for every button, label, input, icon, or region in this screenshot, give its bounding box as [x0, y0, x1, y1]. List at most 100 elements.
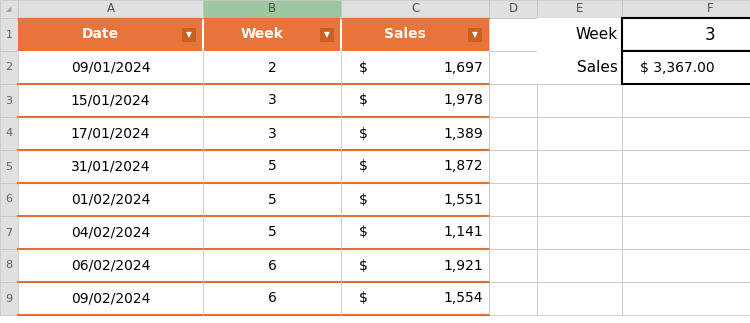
- Bar: [489, 51, 537, 84]
- Bar: [537, 84, 622, 117]
- Bar: [0, 249, 18, 282]
- Bar: [622, 0, 750, 18]
- Text: 1,389: 1,389: [443, 127, 483, 141]
- Bar: [341, 18, 489, 51]
- Text: F: F: [706, 3, 713, 16]
- Bar: [537, 249, 622, 282]
- Text: 3: 3: [5, 96, 13, 106]
- Text: 5: 5: [268, 193, 276, 206]
- Bar: [489, 216, 537, 249]
- Text: Sales: Sales: [384, 27, 426, 41]
- Text: 15/01/2024: 15/01/2024: [70, 93, 150, 108]
- Bar: [489, 282, 537, 315]
- Bar: [0, 51, 18, 84]
- Text: ◢: ◢: [6, 6, 12, 12]
- Text: C: C: [411, 3, 419, 16]
- Text: 2: 2: [268, 60, 276, 75]
- Text: 09/02/2024: 09/02/2024: [70, 291, 150, 306]
- Bar: [622, 117, 750, 150]
- Bar: [18, 282, 203, 315]
- Bar: [0, 117, 18, 150]
- Text: 7: 7: [5, 227, 13, 237]
- Text: 5: 5: [5, 162, 13, 172]
- Bar: [468, 27, 482, 41]
- Text: ▼: ▼: [324, 30, 330, 39]
- Text: 8: 8: [5, 261, 13, 270]
- Text: 1,921: 1,921: [443, 258, 483, 273]
- Bar: [18, 18, 203, 51]
- Bar: [622, 183, 750, 216]
- Bar: [203, 117, 341, 150]
- Text: B: B: [268, 3, 276, 16]
- Text: 01/02/2024: 01/02/2024: [70, 193, 150, 206]
- Bar: [341, 0, 489, 18]
- Bar: [622, 84, 750, 117]
- Bar: [203, 249, 341, 282]
- Text: 2: 2: [5, 62, 13, 72]
- Bar: [0, 0, 18, 18]
- Bar: [18, 150, 203, 183]
- Text: $: $: [358, 258, 368, 273]
- Text: $: $: [358, 93, 368, 108]
- Text: 6: 6: [5, 194, 13, 204]
- Bar: [341, 150, 489, 183]
- Bar: [0, 18, 18, 51]
- Text: 3: 3: [268, 127, 276, 141]
- Bar: [537, 216, 622, 249]
- Bar: [622, 18, 750, 51]
- Bar: [622, 18, 750, 51]
- Bar: [0, 216, 18, 249]
- Bar: [203, 183, 341, 216]
- Bar: [0, 84, 18, 117]
- Bar: [18, 0, 203, 18]
- Text: 5: 5: [268, 160, 276, 173]
- Text: 1,872: 1,872: [443, 160, 483, 173]
- Bar: [203, 282, 341, 315]
- Bar: [18, 183, 203, 216]
- Text: 1,554: 1,554: [443, 291, 483, 306]
- Bar: [0, 183, 18, 216]
- Bar: [18, 51, 203, 84]
- Bar: [537, 183, 622, 216]
- Bar: [341, 117, 489, 150]
- Text: 04/02/2024: 04/02/2024: [70, 225, 150, 239]
- Text: D: D: [509, 3, 518, 16]
- Bar: [203, 51, 341, 84]
- Bar: [537, 18, 622, 51]
- Bar: [203, 18, 341, 51]
- Bar: [489, 117, 537, 150]
- Text: Sales: Sales: [578, 60, 618, 75]
- Text: Week: Week: [576, 27, 618, 42]
- Text: A: A: [106, 3, 115, 16]
- Text: ▼: ▼: [186, 30, 192, 39]
- Bar: [203, 84, 341, 117]
- Bar: [203, 0, 341, 18]
- Bar: [341, 84, 489, 117]
- Text: 09/01/2024: 09/01/2024: [70, 60, 150, 75]
- Bar: [622, 216, 750, 249]
- Bar: [489, 249, 537, 282]
- Text: $: $: [358, 60, 368, 75]
- Bar: [537, 282, 622, 315]
- Text: 6: 6: [268, 258, 277, 273]
- Text: 31/01/2024: 31/01/2024: [70, 160, 150, 173]
- Text: 1,978: 1,978: [443, 93, 483, 108]
- Bar: [341, 216, 489, 249]
- Text: 6: 6: [268, 291, 277, 306]
- Bar: [622, 51, 750, 84]
- Text: $: $: [358, 160, 368, 173]
- Bar: [489, 183, 537, 216]
- Text: ▼: ▼: [472, 30, 478, 39]
- Text: 1: 1: [5, 29, 13, 39]
- Text: $: $: [358, 225, 368, 239]
- Bar: [489, 150, 537, 183]
- Bar: [622, 249, 750, 282]
- Bar: [537, 150, 622, 183]
- Bar: [341, 51, 489, 84]
- Bar: [341, 183, 489, 216]
- Bar: [320, 27, 334, 41]
- Bar: [18, 249, 203, 282]
- Bar: [622, 51, 750, 84]
- Text: $: $: [358, 193, 368, 206]
- Bar: [537, 117, 622, 150]
